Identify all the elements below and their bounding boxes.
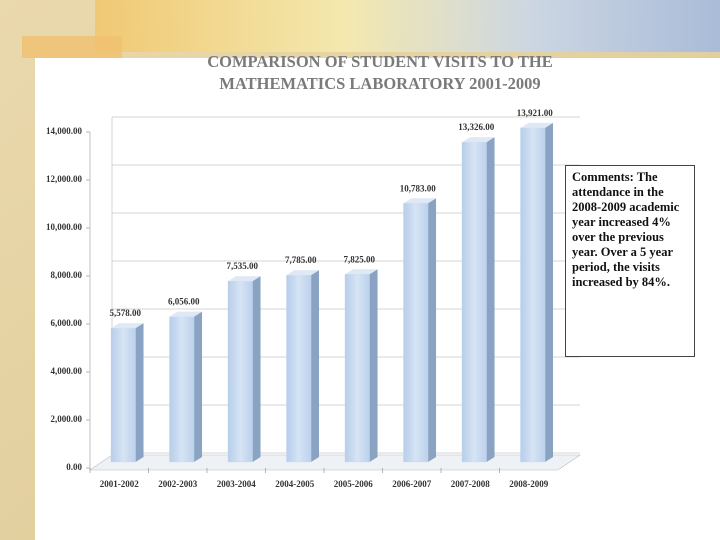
y-tick-label: 2,000.00 [51,414,83,424]
value-label: 7,535.00 [227,261,259,271]
value-label: 7,785.00 [285,255,317,265]
bar-top [520,122,554,128]
value-label: 5,578.00 [110,308,142,318]
bar-side [545,122,554,463]
bar-side [428,198,437,462]
banner-accent [22,36,122,58]
x-tick-label: 2001-2002 [100,479,139,489]
bar-side [135,323,144,462]
y-tick-label: 8,000.00 [51,270,83,280]
bar-side [252,276,261,462]
x-tick-label: 2002-2003 [158,479,197,489]
chart-title: MATHEMATICS LABORATORY 2001-2009 [219,74,540,93]
bar [461,142,487,463]
value-label: 13,921.00 [517,108,554,118]
x-tick-label: 2003-2004 [217,479,256,489]
value-label: 6,056.00 [168,297,200,307]
y-tick-label: 4,000.00 [51,366,83,376]
floor [89,454,581,471]
bar-top [403,198,437,204]
bar-top [461,137,495,143]
x-tick-label: 2007-2008 [451,479,490,489]
bar-top [286,270,320,276]
x-tick-label: 2004-2005 [275,479,314,489]
x-tick-label: 2006-2007 [392,479,431,489]
value-label: 7,825.00 [344,254,376,264]
bar [403,203,429,463]
bar-top [344,269,378,275]
y-tick-label: 12,000.00 [46,174,83,184]
bar-top [110,323,144,329]
comment-box: Comments: The attendance in the 2008-200… [565,165,695,357]
y-tick-label: 14,000.00 [46,126,83,136]
bar-side [369,269,378,462]
y-tick-label: 6,000.00 [51,318,83,328]
y-tick-label: 10,000.00 [46,222,83,232]
value-label: 13,326.00 [458,122,495,132]
bar-side [311,270,320,462]
value-label: 10,783.00 [400,183,437,193]
x-tick-label: 2008-2009 [509,479,548,489]
banner [95,0,720,52]
chart-title: COMPARISON OF STUDENT VISITS TO THE [207,52,553,71]
bar [227,281,253,463]
bar [520,127,546,463]
bar [169,316,195,463]
bar [286,275,312,463]
x-tick-label: 2005-2006 [334,479,373,489]
bar [344,274,370,463]
bar-side [194,311,203,462]
bar-top [169,311,203,317]
bar [110,327,136,463]
bar-top [227,276,261,282]
bar-side [486,137,495,462]
y-tick-label: 0.00 [66,462,82,472]
